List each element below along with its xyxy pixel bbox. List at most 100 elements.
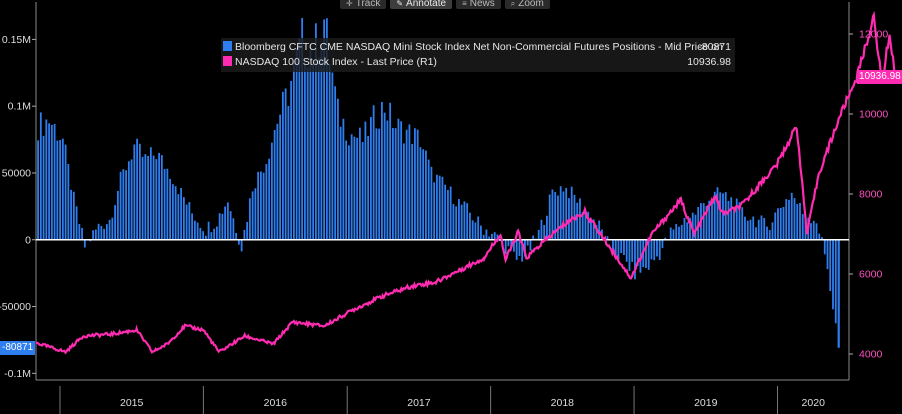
position-bar — [383, 112, 386, 240]
position-bar — [218, 213, 221, 240]
position-bar — [108, 219, 111, 240]
position-bar — [152, 155, 155, 240]
position-bar — [39, 112, 42, 240]
position-bar — [328, 63, 331, 240]
magnifier-icon: ⌕ — [510, 0, 516, 8]
position-bar — [240, 239, 243, 252]
position-bar — [356, 137, 359, 240]
position-bar — [810, 223, 812, 240]
position-bar — [614, 239, 617, 259]
position-bar — [837, 239, 840, 348]
position-bar — [323, 19, 326, 240]
position-bar — [543, 225, 546, 240]
right-tick-label: 4000 — [859, 349, 883, 361]
position-bar — [72, 191, 75, 240]
position-bar — [309, 49, 312, 240]
position-bar — [127, 161, 130, 240]
axes — [32, 2, 853, 414]
position-bar — [565, 187, 568, 240]
position-bar — [513, 239, 515, 252]
annotate-button[interactable]: ✎ Annotate — [390, 0, 453, 9]
position-bar — [103, 228, 105, 240]
position-bar — [518, 239, 521, 256]
position-bar — [669, 227, 672, 240]
position-bar — [416, 129, 419, 240]
position-bar — [617, 239, 620, 262]
track-button[interactable]: ✛ Track — [340, 0, 387, 9]
position-bar — [419, 147, 422, 240]
position-bar — [400, 121, 403, 240]
position-bar — [790, 192, 793, 240]
position-bar — [559, 186, 562, 240]
position-bar — [730, 197, 733, 240]
position-bar — [749, 219, 752, 240]
position-bar — [757, 219, 760, 240]
position-bar — [207, 221, 210, 240]
legend: Bloomberg CFTC CME NASDAQ Mini Stock Ind… — [221, 38, 735, 72]
position-bar — [779, 207, 782, 240]
position-bar — [361, 142, 364, 240]
position-bar — [317, 57, 320, 240]
position-bar — [634, 239, 636, 280]
position-bar — [257, 171, 260, 240]
position-bar — [554, 192, 557, 240]
position-bar — [180, 188, 183, 240]
position-bar — [254, 188, 257, 240]
position-bar — [292, 61, 295, 240]
position-bar — [378, 128, 381, 240]
position-bar — [584, 210, 587, 240]
position-bar — [306, 67, 309, 240]
position-bar — [477, 216, 480, 240]
position-bar — [295, 48, 298, 240]
position-bar — [105, 224, 108, 240]
position-bar — [581, 211, 584, 240]
left-last-value-tag: -80871 — [0, 340, 36, 355]
position-bar — [59, 140, 61, 240]
position-bar — [422, 149, 425, 240]
position-bar — [149, 147, 152, 240]
position-bar — [540, 219, 543, 240]
news-button[interactable]: ≡ News — [456, 0, 501, 9]
position-bar — [623, 239, 625, 256]
position-bar — [515, 239, 518, 260]
position-bar — [832, 239, 834, 310]
position-bar — [675, 224, 678, 240]
position-bar — [708, 200, 711, 240]
position-bar — [656, 239, 658, 257]
position-bar — [353, 136, 356, 240]
position-bar — [199, 227, 202, 240]
x-tick-label: 2018 — [551, 397, 575, 409]
position-bar — [678, 226, 680, 240]
position-bar — [414, 128, 416, 240]
position-bar — [647, 239, 650, 270]
position-bar — [510, 239, 513, 248]
position-bar — [628, 239, 631, 271]
left-tick-label: 0 — [25, 234, 31, 246]
pencil-icon: ✎ — [396, 0, 404, 8]
legend-swatch-pink — [223, 56, 232, 66]
position-bar — [45, 119, 48, 240]
right-tick-label: 6000 — [859, 269, 883, 281]
position-bar — [312, 63, 315, 240]
position-bar — [320, 45, 323, 240]
position-bar — [375, 128, 378, 240]
price-line-series — [35, 10, 897, 355]
position-bar — [482, 234, 485, 240]
position-bar — [680, 224, 683, 240]
zoom-button[interactable]: ⌕ Zoom — [504, 0, 550, 9]
position-bar — [122, 169, 125, 240]
position-bar — [548, 194, 551, 240]
position-bar — [370, 116, 372, 240]
position-bar — [70, 189, 72, 240]
position-bar — [441, 176, 444, 240]
position-bar — [364, 121, 367, 240]
tick-labels: 0.15M 0.1M 50000 0 -50000 -0.1M 12000 10000 8000… — [0, 29, 888, 410]
position-bar — [191, 213, 194, 240]
position-bar — [702, 203, 705, 240]
position-bar — [215, 226, 218, 240]
position-bar — [818, 233, 821, 240]
x-tick-label: 2020 — [802, 397, 826, 409]
position-bar — [100, 226, 103, 240]
position-bar — [546, 215, 548, 240]
position-bar — [358, 127, 361, 240]
